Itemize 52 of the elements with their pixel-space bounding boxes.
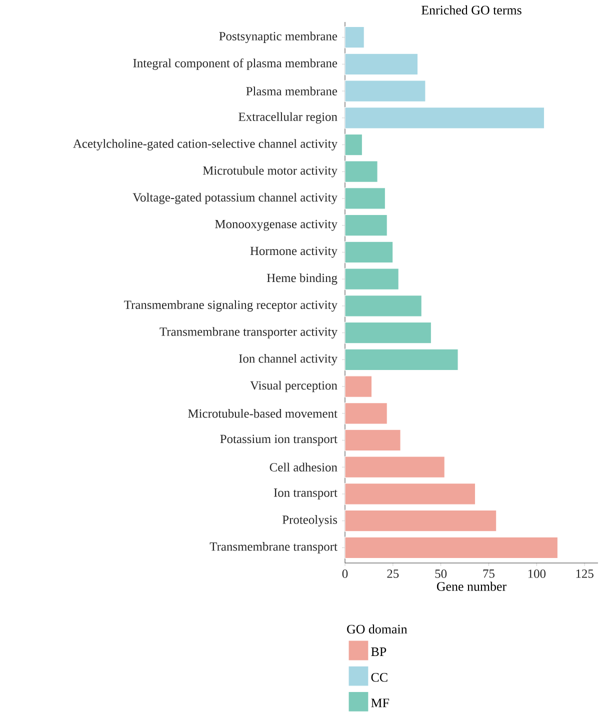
bar bbox=[344, 26, 364, 48]
y-tick-label: Heme binding bbox=[266, 273, 338, 285]
y-tick-label: Plasma membrane bbox=[246, 86, 338, 96]
bar bbox=[344, 536, 558, 559]
y-tick-label: Ion channel activity bbox=[239, 354, 338, 366]
bar bbox=[344, 402, 388, 424]
x-tick-label: 0 bbox=[342, 570, 348, 578]
y-tick-label: Microtubule motor activity bbox=[202, 166, 338, 178]
bar bbox=[344, 456, 445, 478]
bar bbox=[344, 483, 476, 505]
y-tick-label: Monooxygenase activity bbox=[215, 220, 338, 231]
y-tick-label: Transmembrane transporter activity bbox=[160, 327, 338, 338]
bar bbox=[344, 80, 426, 102]
x-axis-title: Gene number bbox=[436, 582, 506, 591]
bar bbox=[344, 429, 401, 452]
y-tick-label: Acetylcholine-gated cation-selective channel activity bbox=[73, 139, 338, 150]
bar bbox=[344, 188, 386, 210]
bar bbox=[344, 160, 378, 183]
bar bbox=[344, 295, 422, 317]
bar bbox=[344, 268, 399, 290]
legend-label: BP bbox=[371, 648, 386, 656]
x-tick-label: 125 bbox=[576, 570, 594, 578]
y-tick-label: Microtubule-based movement bbox=[188, 409, 338, 418]
x-tick-label: 25 bbox=[387, 570, 399, 578]
bar bbox=[344, 376, 372, 398]
y-tick-label: Ion transport bbox=[274, 488, 338, 500]
bar bbox=[344, 510, 497, 532]
bar bbox=[344, 322, 432, 344]
legend-label: MF bbox=[371, 698, 390, 708]
y-tick-label: Cell adhesion bbox=[270, 462, 338, 472]
legend-label: CC bbox=[371, 673, 388, 682]
bar bbox=[344, 53, 418, 76]
y-tick-label: Transmembrane transport bbox=[210, 542, 338, 554]
legend-title: GO domain bbox=[347, 624, 408, 634]
y-tick-label: Postsynaptic membrane bbox=[219, 32, 338, 43]
x-tick-label: 50 bbox=[435, 570, 447, 578]
bar bbox=[344, 106, 545, 129]
y-tick-label: Extracellular region bbox=[238, 112, 338, 124]
bar bbox=[344, 134, 363, 156]
x-tick-label: 100 bbox=[528, 570, 546, 578]
y-tick-label: Proteolysis bbox=[282, 515, 338, 526]
y-tick-label: Voltage-gated potassium channel activity bbox=[132, 192, 338, 204]
y-tick-label: Integral component of plasma membrane bbox=[133, 58, 338, 70]
chart-title: Enriched GO terms bbox=[422, 5, 522, 14]
y-tick-label: Potassium ion transport bbox=[220, 434, 338, 446]
x-tick-label: 75 bbox=[483, 570, 494, 578]
y-tick-label: Visual perception bbox=[250, 380, 338, 392]
y-tick-label: Hormone activity bbox=[250, 246, 338, 258]
bar bbox=[344, 348, 458, 371]
y-tick-label: Transmembrane signaling receptor activity bbox=[124, 300, 338, 312]
bar bbox=[344, 241, 394, 264]
bar bbox=[344, 214, 388, 236]
